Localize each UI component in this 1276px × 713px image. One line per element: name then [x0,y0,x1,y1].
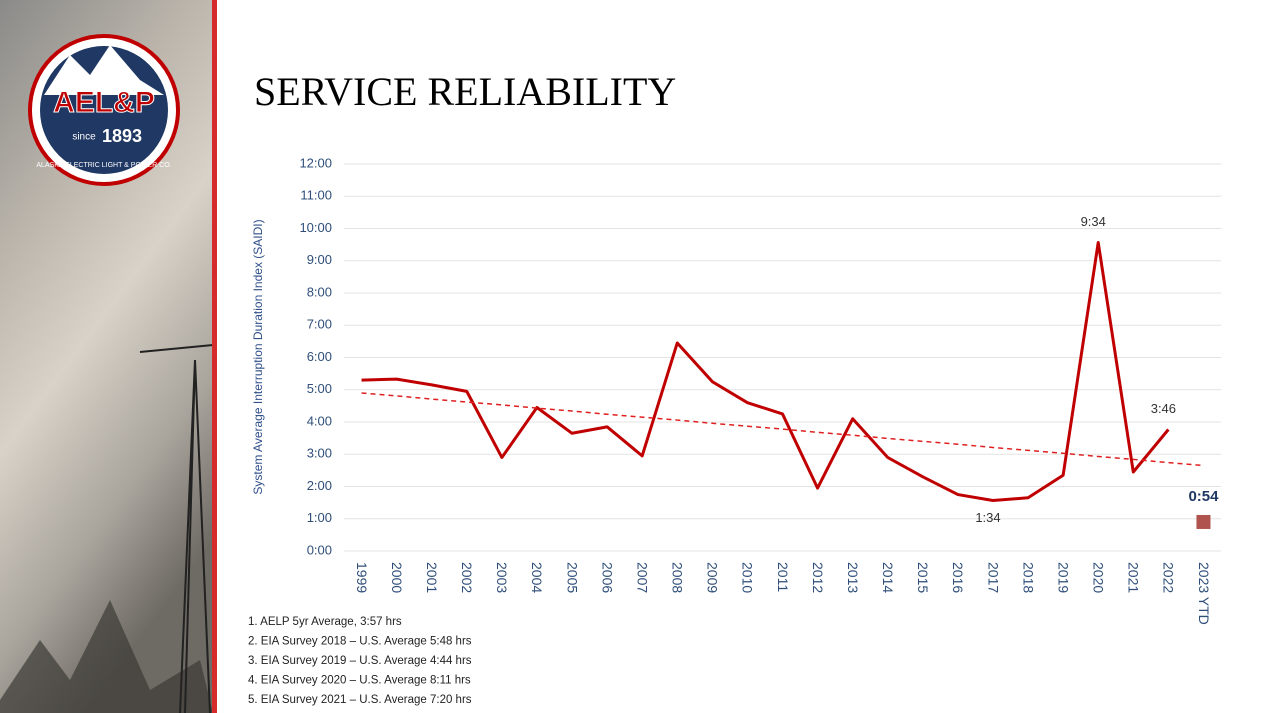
y-tick-label: 7:00 [307,317,332,332]
x-tick-label: 2007 [634,562,650,593]
x-tick-label: 2021 [1126,562,1142,593]
logo: AEL&P since 1893 ALASKA ELECTRIC LIGHT &… [28,34,180,186]
x-tick-label: 2013 [845,562,861,593]
x-tick-label: 2022 [1161,562,1177,593]
y-tick-label: 12:00 [299,155,332,170]
x-tick-label: 2004 [529,562,545,593]
y-tick-label: 2:00 [307,478,332,493]
x-tick-label: 2010 [740,562,756,593]
data-label: 0:54 [1188,488,1219,505]
power-tower [139,344,214,713]
data-label: 9:34 [1081,214,1106,229]
y-tick-label: 1:00 [307,510,332,525]
x-tick-label: 2001 [424,562,440,593]
x-tick-label: 2020 [1091,562,1107,593]
y-tick-label: 6:00 [307,349,332,364]
x-tick-label: 2019 [1055,562,1071,593]
footnote: 4. EIA Survey 2020 – U.S. Average 8:11 h… [248,675,471,687]
y-tick-label: 5:00 [307,381,332,396]
y-tick-label: 4:00 [307,413,332,428]
y-tick-label: 11:00 [300,188,332,203]
x-tick-label: 1999 [354,562,370,593]
x-tick-label: 2008 [670,562,686,593]
x-tick-label: 2000 [389,562,405,593]
x-tick-label: 2015 [915,562,931,593]
logo-name: AEL&P [53,86,155,119]
x-tick-label: 2017 [985,562,1001,593]
y-tick-label: 10:00 [299,220,332,235]
y-tick-label: 0:00 [307,542,332,557]
logo-company: ALASKA ELECTRIC LIGHT & POWER CO. [36,162,171,169]
footnote: 1. AELP 5yr Average, 3:57 hrs [248,616,402,628]
footnote: 3. EIA Survey 2019 – U.S. Average 4:44 h… [248,655,472,667]
x-tick-label: 2018 [1020,562,1036,593]
x-tick-label: 2002 [459,562,475,593]
trees [0,600,213,713]
x-tick-label: 2023 YTD [1196,562,1212,625]
x-tick-label: 2003 [494,562,510,593]
y-tick-label: 9:00 [307,252,332,267]
trend-line [361,392,1204,467]
footnote: 5. EIA Survey 2021 – U.S. Average 7:20 h… [248,694,472,706]
logo-since: since [72,132,96,143]
data-line [361,240,1170,502]
x-tick-label: 2014 [880,562,896,593]
slide-title: SERVICE RELIABILITY [254,69,676,114]
x-tick-label: 2006 [599,562,615,593]
x-tick-label: 2009 [705,562,721,593]
divider [212,0,217,713]
marker [1196,514,1211,529]
y-tick-label: 3:00 [307,446,332,461]
y-tick-label: 8:00 [307,284,332,299]
data-label: 1:34 [975,510,1000,525]
data-label: 3:46 [1151,401,1176,416]
x-tick-label: 2011 [775,562,791,592]
footnote: 2. EIA Survey 2018 – U.S. Average 5:48 h… [248,636,472,648]
y-axis-label: System Average Interruption Duration Ind… [251,219,265,494]
x-tick-label: 2012 [810,562,826,593]
x-tick-label: 2005 [564,562,580,593]
logo-year: 1893 [102,126,142,146]
x-tick-label: 2016 [950,562,966,593]
